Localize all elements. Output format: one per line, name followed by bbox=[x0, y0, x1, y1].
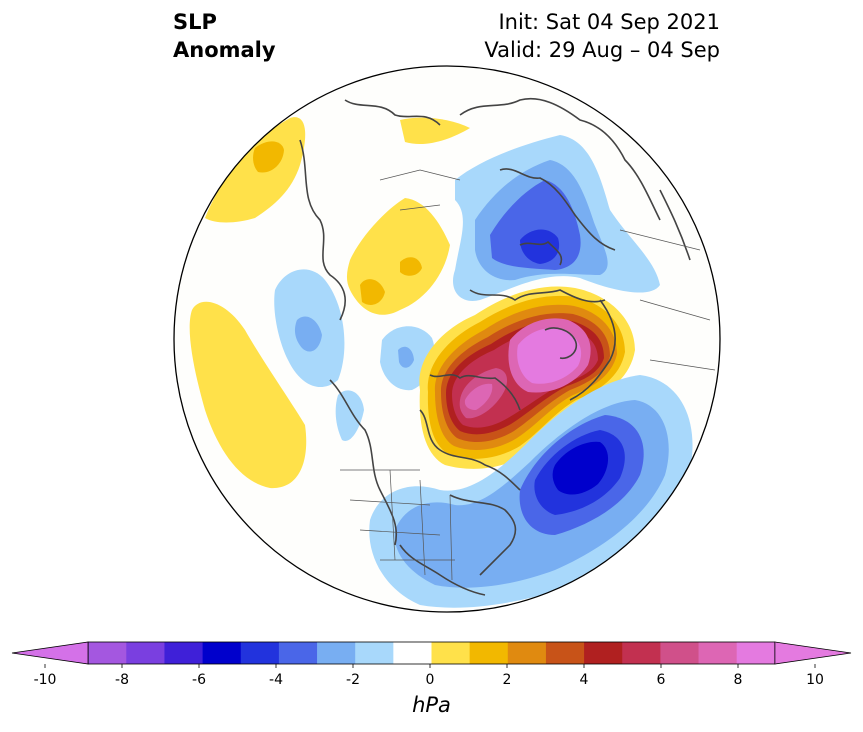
colorbar-cell bbox=[736, 642, 776, 664]
colorbar-cell bbox=[507, 642, 547, 664]
high-canadian-arctic-contours bbox=[419, 286, 635, 469]
colorbar-tick-label: 8 bbox=[734, 672, 743, 688]
colorbar-frame bbox=[87, 641, 776, 665]
colorbar-cell bbox=[431, 642, 471, 664]
colorbar-extend-high bbox=[774, 641, 852, 665]
colorbar-tick-label: -8 bbox=[115, 672, 129, 688]
colorbar-cell bbox=[469, 642, 509, 664]
colorbar-cell bbox=[126, 642, 165, 664]
colorbar-cell bbox=[202, 642, 242, 664]
map-title-right: Init: Sat 04 Sep 2021 Valid: 29 Aug – 04… bbox=[484, 8, 720, 64]
political-borders bbox=[340, 169, 716, 581]
colorbar-cell bbox=[698, 642, 738, 664]
high-central-arctic-contours bbox=[346, 117, 470, 315]
colorbar-extend-low bbox=[11, 641, 89, 665]
colorbar: -10 -8 -6 -4 -2 0 2 4 6 8 10 bbox=[11, 641, 852, 688]
polar-map bbox=[173, 65, 721, 613]
colorbar-tick-label: -10 bbox=[34, 672, 57, 688]
colorbar-tick-label: 4 bbox=[580, 672, 589, 688]
colorbar-cell bbox=[622, 642, 661, 664]
low-north-atlantic-contours bbox=[369, 375, 693, 608]
colorbar-tick-label: -4 bbox=[269, 672, 283, 688]
colorbar-cell bbox=[317, 642, 356, 664]
colorbar-cell bbox=[584, 642, 623, 664]
title-anomaly: Anomaly bbox=[173, 38, 276, 62]
colorbar-tick-label: 6 bbox=[657, 672, 666, 688]
colorbar-tick-label: 0 bbox=[426, 672, 435, 688]
colorbar-ticks: -10 -8 -6 -4 -2 0 2 4 6 8 10 bbox=[34, 664, 824, 688]
high-east-asia-contours bbox=[205, 117, 306, 223]
colorbar-tick-label: 10 bbox=[806, 672, 824, 688]
colorbar-cell bbox=[278, 642, 318, 664]
colorbar-tick-label: 2 bbox=[503, 672, 512, 688]
globe-outline bbox=[173, 65, 721, 613]
low-eurasian-arctic-contours bbox=[452, 135, 660, 301]
anomaly-contours bbox=[189, 97, 716, 608]
colorbar-cell bbox=[164, 642, 204, 664]
colorbar-cell bbox=[88, 642, 127, 664]
colorbar-unit-label: hPa bbox=[412, 693, 451, 717]
colorbar-cell bbox=[355, 642, 394, 664]
low-alaska-contours bbox=[274, 269, 435, 441]
colorbar-cell bbox=[660, 642, 700, 664]
colorbar-cell bbox=[393, 642, 432, 664]
colorbar-tick-label: -2 bbox=[346, 672, 360, 688]
high-north-pacific-contours bbox=[189, 301, 307, 489]
map-title-left: SLP Anomaly bbox=[173, 8, 276, 64]
colorbar-cell bbox=[545, 642, 585, 664]
colorbar-tick-label: -6 bbox=[192, 672, 206, 688]
colorbar-cell bbox=[240, 642, 280, 664]
valid-range-label: Valid: 29 Aug – 04 Sep bbox=[484, 38, 720, 62]
init-date-label: Init: Sat 04 Sep 2021 bbox=[498, 10, 720, 34]
title-slp: SLP bbox=[173, 10, 217, 34]
colorbar-cells bbox=[11, 641, 852, 665]
